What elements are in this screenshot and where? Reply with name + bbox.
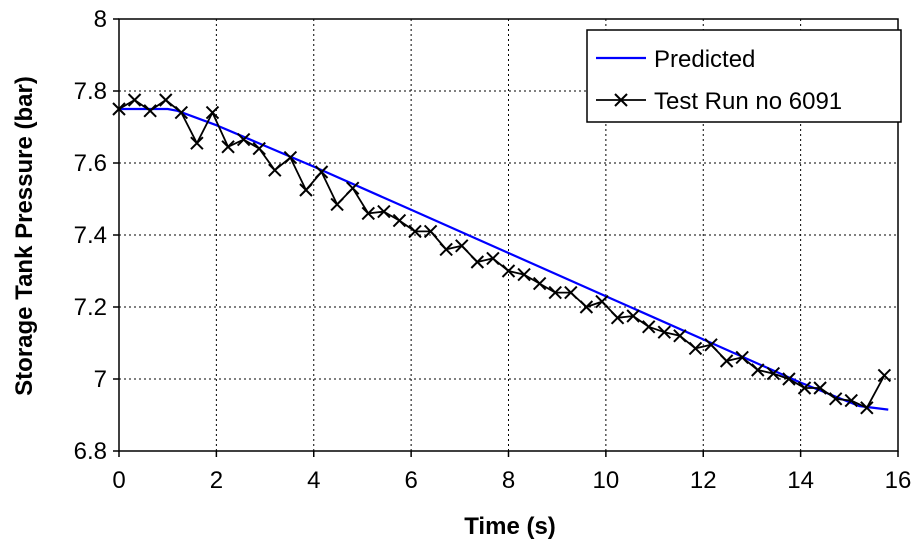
data-point-test-run <box>860 401 874 415</box>
data-point-test-run <box>236 132 251 147</box>
data-point-test-run <box>797 381 812 395</box>
data-point-test-run <box>719 354 734 368</box>
data-point-test-run <box>673 329 687 343</box>
x-tick-label: 2 <box>210 467 223 494</box>
x-tick-label: 10 <box>593 467 620 494</box>
data-point-test-run <box>252 141 266 156</box>
data-point-test-run <box>361 206 375 221</box>
data-point-test-run <box>268 163 282 177</box>
series-line-predicted <box>119 107 889 411</box>
tick-layer: 0 2 4 6 8 10 12 14 16 6.8 7 7.2 7.4 7.6 7.8 8 <box>74 6 912 494</box>
x-tick-label: 4 <box>307 467 320 494</box>
data-point-test-run <box>159 93 173 107</box>
series-line-test-run <box>118 99 886 409</box>
data-point-test-run <box>844 393 858 408</box>
data-point-test-run <box>174 105 189 120</box>
x-tick-label: 6 <box>404 467 417 494</box>
legend-marker-x <box>614 93 628 107</box>
y-tick-label: 7.2 <box>74 294 107 321</box>
data-point-test-run <box>127 93 142 107</box>
x-tick-label: 0 <box>112 467 125 494</box>
legend-box <box>586 29 902 123</box>
data-point-test-run <box>610 311 625 325</box>
x-tick-label: 14 <box>787 467 814 494</box>
data-point-test-run <box>143 104 157 118</box>
data-point-test-run <box>439 242 453 257</box>
series-layer <box>112 93 892 415</box>
y-tick-label: 7 <box>94 366 107 393</box>
data-point-test-run <box>564 285 578 300</box>
data-point-test-run <box>828 392 843 406</box>
legend-label-predicted: Predicted <box>654 46 755 73</box>
y-tick-label: 7.8 <box>74 78 107 105</box>
data-point-test-run <box>626 309 640 323</box>
data-point-test-run <box>299 183 313 197</box>
data-point-test-run <box>704 338 718 352</box>
data-point-test-run <box>345 181 360 195</box>
legend: Predicted Test Run no 6091 <box>586 29 902 123</box>
data-point-test-run <box>283 150 298 165</box>
y-tick-label: 7.4 <box>74 222 107 249</box>
data-point-test-run <box>408 224 422 239</box>
data-point-test-run <box>877 368 892 383</box>
data-point-test-run <box>782 372 796 386</box>
data-point-test-run <box>548 285 562 300</box>
y-tick-label: 8 <box>94 6 107 33</box>
y-axis-title: Storage Tank Pressure (bar) <box>11 76 38 396</box>
data-point-test-run <box>501 264 516 278</box>
data-point-test-run <box>579 300 594 314</box>
y-tick-label: 7.6 <box>74 150 107 177</box>
x-axis-title: Time (s) <box>464 513 556 540</box>
data-point-test-run <box>423 224 438 239</box>
data-point-test-run <box>486 251 500 266</box>
data-point-test-run <box>392 213 407 228</box>
data-point-test-run <box>813 381 827 395</box>
x-tick-label: 12 <box>690 467 717 494</box>
data-point-test-run <box>377 204 391 219</box>
data-point-test-run <box>532 276 547 291</box>
data-point-test-run <box>314 165 329 179</box>
data-point-test-run <box>205 105 220 120</box>
data-point-test-run <box>330 197 344 212</box>
data-point-test-run <box>221 140 235 154</box>
data-point-test-run <box>517 267 531 282</box>
data-point-test-run <box>112 102 126 116</box>
data-point-test-run <box>190 136 204 150</box>
x-tick-label: 8 <box>502 467 515 494</box>
data-point-test-run <box>735 350 749 365</box>
data-point-test-run <box>766 366 781 381</box>
x-tick-label: 16 <box>885 467 912 494</box>
data-point-test-run <box>642 320 656 334</box>
data-point-test-run <box>455 239 469 253</box>
data-point-test-run <box>688 341 703 356</box>
legend-marker-x-glyph <box>614 93 628 107</box>
data-point-test-run <box>595 294 609 309</box>
y-tick-label: 6.8 <box>74 438 107 465</box>
data-point-test-run <box>470 255 485 269</box>
data-point-test-run <box>657 325 672 339</box>
legend-label-test-run: Test Run no 6091 <box>654 88 842 115</box>
data-point-test-run <box>751 363 765 377</box>
